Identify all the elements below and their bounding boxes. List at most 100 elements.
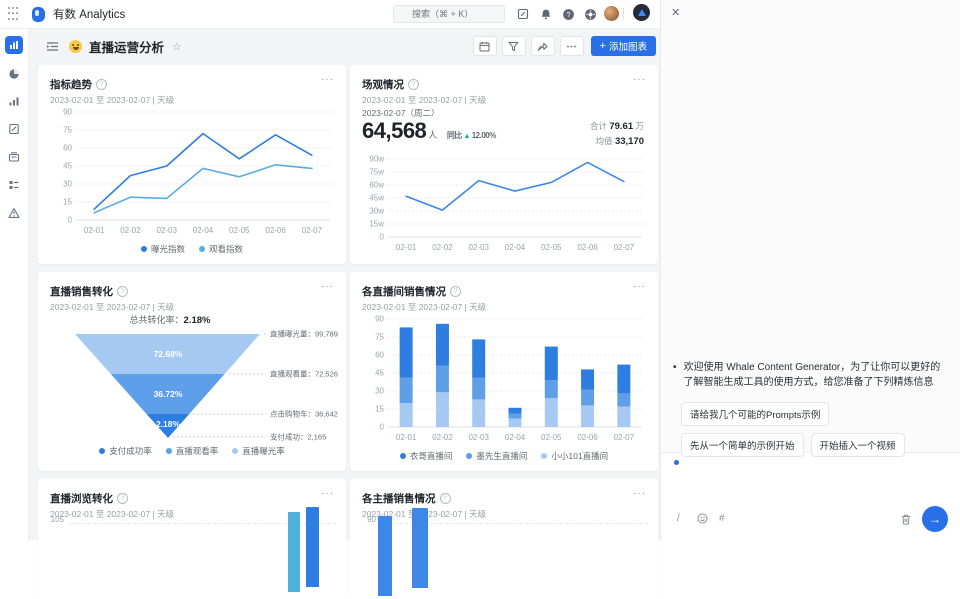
legend-label: 小小101直播间: [551, 450, 608, 462]
legend-label: 观看指数: [209, 243, 243, 255]
user-avatar[interactable]: [604, 6, 619, 21]
add-chart-button[interactable]: +添加图表: [591, 36, 656, 56]
legend-item[interactable]: 直播曝光率: [232, 445, 285, 457]
chart-title: 各主播销售情况: [362, 491, 436, 506]
chart-date-range: 2023-02-01 至 2023-02-07 | 天级: [362, 94, 646, 104]
app-logo[interactable]: [32, 7, 45, 22]
card-more-icon[interactable]: ···: [321, 491, 334, 497]
legend-item[interactable]: 直播观看率: [166, 445, 219, 457]
hashtag-icon[interactable]: #: [719, 513, 725, 524]
legend-label: 衣哥直播间: [410, 450, 453, 462]
sidebar-item-dashboard[interactable]: [5, 36, 23, 54]
info-icon[interactable]: ?: [440, 493, 451, 504]
svg-text:45: 45: [63, 162, 72, 171]
notification-bell-icon[interactable]: [539, 7, 553, 21]
prompt-pill[interactable]: 开始插入一个视频: [811, 433, 905, 457]
card-more-icon[interactable]: ···: [633, 77, 646, 83]
app-launcher-grid-icon[interactable]: [8, 7, 20, 21]
chart-card-host-sales: 各主播销售情况? ··· 2023-02-01 至 2023-02-07 | 天…: [350, 479, 658, 599]
axis-tick-label: 90: [356, 515, 376, 524]
svg-text:75w: 75w: [369, 168, 384, 177]
chart-title: 直播销售转化: [50, 284, 113, 299]
settings-gear-icon[interactable]: [583, 7, 597, 21]
plus-icon: +: [600, 40, 606, 52]
svg-text:直播曝光量：99,789: 直播曝光量：99,789: [270, 329, 338, 339]
card-more-icon[interactable]: ···: [321, 77, 334, 83]
sidebar-item-bar-analysis[interactable]: [0, 91, 28, 111]
filter-button[interactable]: [502, 36, 526, 56]
sidebar-item-pie-analysis[interactable]: [0, 64, 28, 84]
svg-text:02-04: 02-04: [505, 433, 526, 442]
legend-item[interactable]: 墨先生直播间: [466, 450, 527, 462]
svg-text:02-05: 02-05: [541, 433, 562, 442]
warning-triangle-icon: [8, 207, 20, 219]
svg-text:60: 60: [375, 351, 384, 360]
info-icon[interactable]: ?: [450, 286, 461, 297]
dashboard-header: 直播运营分析 ☆ +添加图表: [28, 28, 660, 65]
sidebar-item-card-collection[interactable]: [0, 147, 28, 167]
legend-item[interactable]: 支付成功率: [99, 445, 152, 457]
search-input[interactable]: [393, 5, 505, 23]
svg-text:45: 45: [375, 369, 384, 378]
chart-title: 各直播间销售情况: [362, 284, 446, 299]
workspace-avatar[interactable]: [633, 4, 650, 21]
share-button[interactable]: [531, 36, 555, 56]
svg-text:02-02: 02-02: [120, 226, 141, 235]
trash-icon[interactable]: [900, 513, 912, 531]
sidebar-item-list[interactable]: [0, 175, 28, 195]
info-icon[interactable]: ?: [408, 79, 419, 90]
prompt-pill[interactable]: 请给我几个可能的Prompts示例: [681, 402, 829, 426]
compose-icon[interactable]: [516, 7, 530, 21]
svg-text:02-04: 02-04: [505, 243, 526, 252]
card-more-icon[interactable]: ···: [633, 491, 646, 497]
svg-text:2.18%: 2.18%: [156, 419, 181, 429]
chart-card-browse-conversion: 直播浏览转化? ··· 2023-02-01 至 2023-02-07 | 天级…: [38, 479, 346, 599]
info-icon[interactable]: ?: [96, 79, 107, 90]
help-icon[interactable]: ?: [561, 7, 575, 21]
svg-text:72.68%: 72.68%: [154, 349, 183, 359]
outline-toggle-icon[interactable]: [46, 41, 59, 52]
chart-card-funnel: 直播销售转化? ··· 2023-02-01 至 2023-02-07 | 天级…: [38, 272, 346, 471]
up-arrow-icon: ▲: [464, 133, 470, 140]
kpi-compare: 同比 ▲ 12.00%: [447, 131, 496, 140]
legend-item[interactable]: 小小101直播间: [541, 450, 608, 462]
more-options-button[interactable]: [560, 36, 584, 56]
card-more-icon[interactable]: ···: [633, 284, 646, 290]
svg-text:02-05: 02-05: [229, 226, 250, 235]
svg-text:02-07: 02-07: [614, 433, 635, 442]
send-button[interactable]: →: [922, 506, 948, 532]
svg-text:45w: 45w: [369, 194, 384, 203]
sidebar-item-report-edit[interactable]: [0, 119, 28, 139]
prompt-pill[interactable]: 先从一个简单的示例开始: [681, 433, 804, 457]
svg-text:0: 0: [380, 233, 385, 242]
bar: [378, 516, 392, 596]
legend-item[interactable]: 观看指数: [199, 243, 243, 255]
chart-date-range: 2023-02-01 至 2023-02-07 | 天级: [50, 94, 334, 104]
legend-dot-icon: [232, 448, 238, 454]
legend-item[interactable]: 衣哥直播间: [400, 450, 453, 462]
svg-text:02-06: 02-06: [577, 243, 598, 252]
bar: [412, 508, 428, 588]
title-smiley-emoji-icon: [69, 40, 82, 53]
info-icon[interactable]: ?: [117, 286, 128, 297]
info-icon[interactable]: ?: [117, 493, 128, 504]
card-more-icon[interactable]: ···: [321, 284, 334, 290]
svg-text:75: 75: [63, 126, 72, 135]
svg-text:02-01: 02-01: [396, 243, 417, 252]
sidebar-item-alerts[interactable]: [0, 203, 28, 223]
favorite-star-icon[interactable]: ☆: [172, 40, 182, 53]
svg-text:30: 30: [63, 180, 72, 189]
svg-text:02-07: 02-07: [614, 243, 635, 252]
composer-list-bullet: [674, 460, 679, 465]
slash-command-icon[interactable]: /: [677, 513, 680, 524]
legend-label: 墨先生直播间: [476, 450, 527, 462]
close-icon[interactable]: ✕: [671, 6, 680, 19]
calendar-filter-button[interactable]: [473, 36, 497, 56]
svg-text:02-02: 02-02: [432, 433, 453, 442]
legend-item[interactable]: 曝光指数: [141, 243, 185, 255]
svg-text:02-01: 02-01: [396, 433, 417, 442]
legend-label: 曝光指数: [151, 243, 185, 255]
legend-dot-icon: [400, 453, 406, 459]
emoji-icon[interactable]: [697, 513, 708, 527]
svg-text:02-05: 02-05: [541, 243, 562, 252]
